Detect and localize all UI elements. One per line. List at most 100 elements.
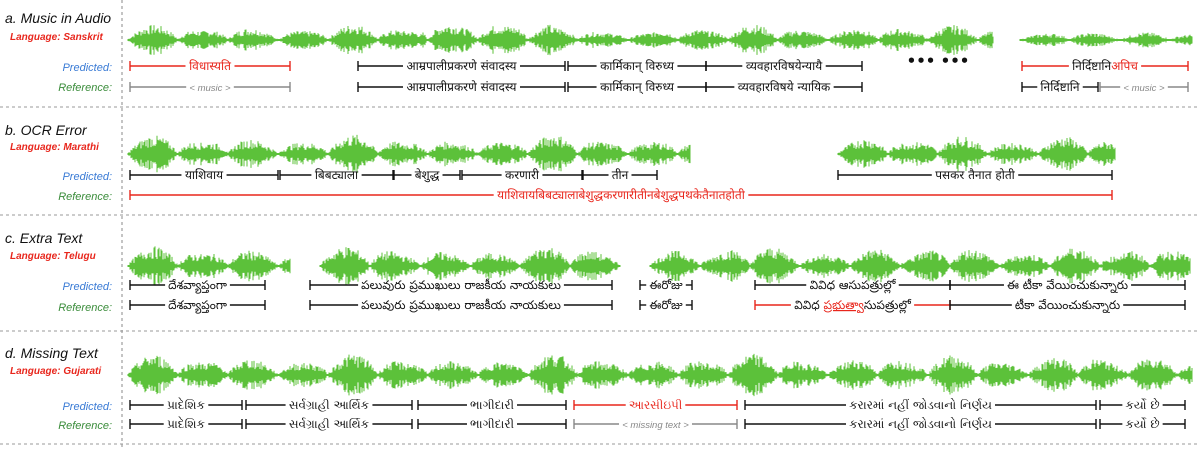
reference-segment: પ્રાદેશિક <box>129 416 243 431</box>
reference-segment: કર્યો છે <box>1099 417 1186 431</box>
segment-text-part: వివిధ ఆసుపత్రుల్లో <box>810 278 897 294</box>
reference-segment: याशिवायबिबट्यालाबेशुद्धकरणारीतीनबेशुद्धप… <box>129 188 1113 203</box>
predicted-segment: बेशुद्ध <box>393 168 461 183</box>
predicted-segment: कार्मिकान् विरुध्य <box>567 59 707 74</box>
segment-text-part: आम्रपालीप्रकरणे संवादस्य <box>407 59 518 73</box>
segment-text-part: पसकर तैनात होती <box>935 168 1015 182</box>
predicted-segment-text: आम्रपालीप्रकरणे संवादस्य <box>407 59 518 73</box>
segment-text-part: సుపత్రుల్లో <box>864 298 912 314</box>
segment-text-part: કરારમાં નહીં જોડવાનો નિર્ણય <box>849 397 992 412</box>
segment-text-part: આરસીઇપી <box>629 398 683 412</box>
waveform-trace <box>127 24 994 56</box>
predicted-segment-text: व्यवहारविषयेन्यायै <box>746 59 823 73</box>
reference-segment-text: ભાગીદારી <box>470 417 514 431</box>
predicted-segment-text: કરારમાં નહીં જોડવાનો નિર્ણય <box>849 397 992 412</box>
segment-text-part: < music > <box>1123 83 1165 94</box>
reference-segment: టీకా వేయించుకున్నారు <box>949 298 1186 314</box>
segment-text-part: कार्मिकान् विरुध्य <box>600 80 675 95</box>
panel-title: c. Extra Text <box>5 230 83 246</box>
reference-segment-text: व्यवहारविषये न्यायिक <box>738 80 831 94</box>
reference-row-label: Reference: <box>58 82 112 94</box>
predicted-segment-text: કર્યો છે <box>1125 398 1159 412</box>
predicted-row-label: Predicted: <box>62 281 112 293</box>
waveform <box>127 353 1193 397</box>
waveform-trace <box>1019 32 1193 48</box>
segment-text-part: व्यवहारविषये न्यायिक <box>738 80 831 94</box>
reference-segment-text: आम्रपालीप्रकरणे संवादस्य <box>407 80 518 94</box>
waveform <box>127 246 1191 286</box>
segment-text-part: < missing text > <box>622 420 689 431</box>
predicted-segment: पसकर तैनात होती <box>837 168 1113 182</box>
predicted-segment: ఈ టీకా వేయించుకున్నారు <box>949 278 1186 294</box>
segment-text-part: వివిధ <box>794 298 823 312</box>
reference-segment: સર્વગ્રાહી આર્થિક <box>245 417 413 431</box>
predicted-row-label: Predicted: <box>62 171 112 183</box>
segment-text-part: టీకా వేయించుకున్నారు <box>1015 298 1120 314</box>
reference-segment-text: याशिवायबिबट्यालाबेशुद्धकरणारीतीनबेशुद्धप… <box>497 188 746 203</box>
predicted-segment: దేశవ్యాప్తంగా <box>129 278 266 294</box>
segment-text-part: કર્યો છે <box>1125 398 1159 412</box>
segment-text-part: निर्दिष्टानि <box>1072 59 1111 73</box>
predicted-row-label: Predicted: <box>62 62 112 74</box>
reference-segment: ఈరోజు <box>639 298 693 312</box>
predicted-segment: આરસીઇપી <box>573 398 738 412</box>
segment-text-part: સર્વગ્રાહી આર્થિક <box>289 417 370 431</box>
waveform-trace <box>319 247 621 285</box>
segment-text-part: याशिवाय <box>185 168 224 182</box>
reference-segment-text: પ્રાદેશિક <box>167 416 206 431</box>
waveform-trace <box>127 134 691 174</box>
segment-text-part: పలువురు ప్రముఖులు రాజకీయ నాయకులు <box>361 278 561 293</box>
predicted-segment: ભાગીદારી <box>417 398 567 412</box>
panel-b: b. OCR Error Language: Marathi Predicted… <box>5 122 1116 203</box>
predicted-segment: వివిధ ఆసుపత్రుల్లో <box>754 278 951 294</box>
segment-text-part: పలువురు ప్రముఖులు రాజకీయ నాయకులు <box>361 298 561 313</box>
reference-segment: వివిధ ప్రభుత్వాసుపత్రుల్లో <box>754 298 951 314</box>
segment-text-part: ભાગીદારી <box>470 417 514 431</box>
segment-text-part: ఈరోజు <box>649 278 683 292</box>
predicted-segment-text: వివిధ ఆసుపత్రుల్లో <box>810 278 897 294</box>
waveform-trace <box>837 136 1116 172</box>
predicted-segment: કરારમાં નહીં જોડવાનો નિર્ણય <box>744 397 1097 412</box>
reference-segment-text: < music > <box>1123 83 1165 94</box>
predicted-segment-text: बिबट्याला <box>315 168 359 182</box>
panel-title: b. OCR Error <box>5 122 88 138</box>
panel-language: Language: Gujarati <box>10 366 101 377</box>
waveform <box>127 24 1193 56</box>
predicted-row-label: Predicted: <box>62 401 112 413</box>
segment-text-part: దేశవ్యాప్తంగా <box>168 298 227 314</box>
predicted-segment-text: આરસીઇપી <box>629 398 683 412</box>
panel-d: d. Missing Text Language: Gujarati Predi… <box>5 345 1193 432</box>
predicted-segment-text: સર્વગ્રાહી આર્થિક <box>289 398 370 412</box>
segment-text-part: ఈరోజు <box>649 298 683 312</box>
segment-text-part: विधास्यति <box>189 59 232 73</box>
predicted-segment: विधास्यति <box>129 59 291 73</box>
panel-title: d. Missing Text <box>5 345 99 361</box>
reference-segment-text: ఈరోజు <box>649 298 683 312</box>
predicted-segment: करणारी <box>461 168 583 182</box>
reference-segment: < missing text > <box>573 419 738 431</box>
predicted-segment-text: याशिवाय <box>185 168 224 182</box>
waveform <box>127 134 1116 174</box>
segment-text-part: अपिच <box>1111 59 1138 73</box>
predicted-segment-text: ఈ టీకా వేయించుకున్నారు <box>1007 278 1128 294</box>
segment-text-part: < music > <box>189 83 231 94</box>
predicted-segment-text: પ્રાદેશિક <box>167 397 206 412</box>
segment-text-part: કર્યો છે <box>1125 417 1159 431</box>
reference-segment-text: સર્વગ્રાહી આર્થિક <box>289 417 370 431</box>
predicted-segment: పలువురు ప్రముఖులు రాజకీయ నాయకులు <box>309 278 613 293</box>
segment-text-part: దేశవ్యాప్తంగా <box>168 278 227 294</box>
reference-segment-text: कार्मिकान् विरुध्य <box>600 80 675 95</box>
predicted-segment: तीन <box>582 168 658 182</box>
reference-segment: आम्रपालीप्रकरणे संवादस्य <box>357 80 566 94</box>
segment-text-part: बेशुद्ध <box>415 168 440 183</box>
panel-a: a. Music in Audio Language: Sanskrit Pre… <box>5 10 1193 95</box>
predicted-segment: व्यवहारविषयेन्यायै <box>705 59 863 73</box>
segment-text-part: પ્રાદેશિક <box>167 397 206 412</box>
predicted-segment: याशिवाय <box>129 168 279 182</box>
reference-segment-text: దేశవ్యాప్తంగా <box>168 298 227 314</box>
segment-text-part: ఈ టీకా వేయించుకున్నారు <box>1007 278 1128 294</box>
reference-segment-text: < music > <box>189 83 231 94</box>
segment-text-part: પ્રાદેશિક <box>167 416 206 431</box>
predicted-segment: निर्दिष्टानिअपिच <box>1021 59 1189 73</box>
